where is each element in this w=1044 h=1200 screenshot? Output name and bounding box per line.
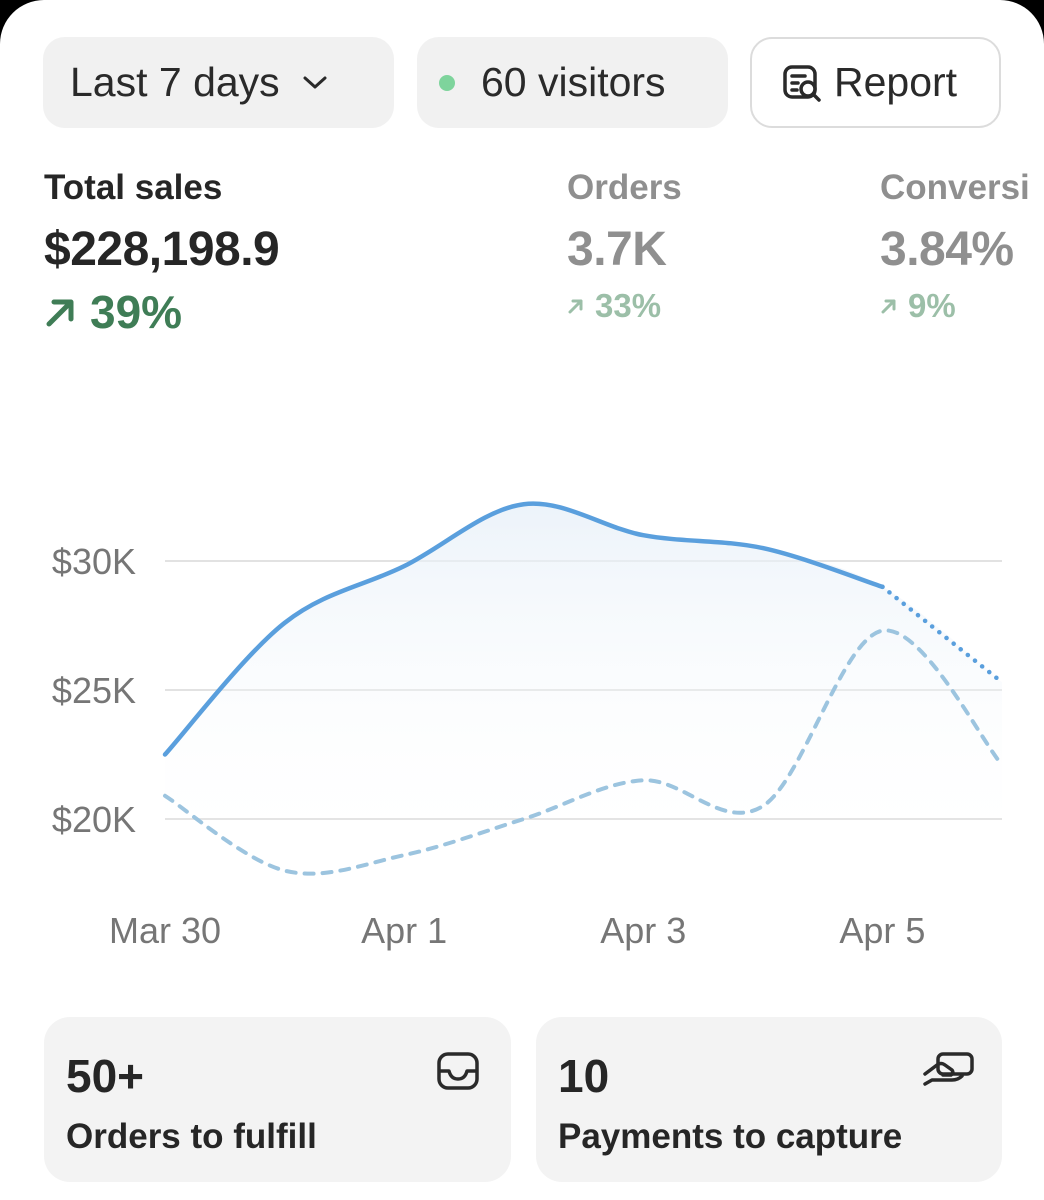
previous-period-line — [163, 628, 1004, 876]
card-label: Orders to fulfill — [66, 1117, 317, 1156]
x-tick-label: Mar 30 — [109, 910, 221, 951]
card-label: Payments to capture — [558, 1117, 903, 1156]
arrow-up-right-icon — [46, 299, 74, 327]
arrow-up-right-icon — [568, 299, 583, 314]
y-tick-label: $20K — [52, 799, 136, 840]
metric-value: 3.84% — [880, 223, 1014, 276]
metric-label: Conversi — [880, 168, 1030, 207]
x-tick-label: Apr 3 — [600, 910, 686, 951]
hand-cash-icon — [922, 1050, 976, 1095]
report-label: Report — [834, 59, 958, 105]
report-button[interactable]: Report — [750, 37, 1001, 128]
arrow-up-right-icon — [881, 299, 896, 314]
metric-value: $228,198.9 — [44, 223, 280, 276]
metric-total-sales[interactable]: Total sales $228,198.9 39% — [44, 168, 280, 339]
metric-label: Total sales — [44, 168, 223, 207]
metric-change-value: 9% — [908, 287, 956, 324]
visitors-label: 60 visitors — [481, 59, 666, 105]
metric-value: 3.7K — [567, 223, 667, 276]
y-tick-label: $30K — [52, 541, 136, 582]
metric-label: Orders — [567, 168, 682, 207]
x-tick-label: Apr 1 — [361, 910, 447, 951]
metric-change: 9% — [880, 287, 1030, 325]
card-count: 10 — [558, 1050, 610, 1102]
y-tick-label: $25K — [52, 670, 136, 711]
sales-line-chart: $30K $25K $20K Mar 30 Apr 1 Apr 3 Apr 5 — [52, 501, 1005, 951]
metric-change: 33% — [567, 287, 682, 325]
x-tick-label: Apr 5 — [839, 910, 925, 951]
report-search-icon — [780, 61, 824, 105]
metric-orders[interactable]: Orders 3.7K 33% — [567, 168, 682, 325]
orders-to-fulfill-card[interactable]: 50+ Orders to fulfill — [44, 1017, 511, 1182]
metric-change: 39% — [44, 285, 279, 339]
metric-conversion[interactable]: Conversi 3.84% 9% — [880, 168, 1030, 325]
metric-change-value: 39% — [90, 286, 183, 338]
inbox-icon — [435, 1050, 481, 1097]
live-status-dot — [439, 74, 455, 91]
date-range-label: Last 7 days — [70, 59, 280, 105]
card-count: 50+ — [66, 1050, 145, 1102]
payments-to-capture-card[interactable]: 10 Payments to capture — [536, 1017, 1002, 1182]
chevron-down-icon — [302, 75, 328, 91]
date-range-selector[interactable]: Last 7 days — [43, 37, 394, 128]
metric-change-value: 33% — [595, 287, 662, 324]
current-period-line — [162, 501, 885, 757]
live-visitors-button[interactable]: 60 visitors — [417, 37, 728, 128]
current-period-area — [165, 503, 1002, 859]
